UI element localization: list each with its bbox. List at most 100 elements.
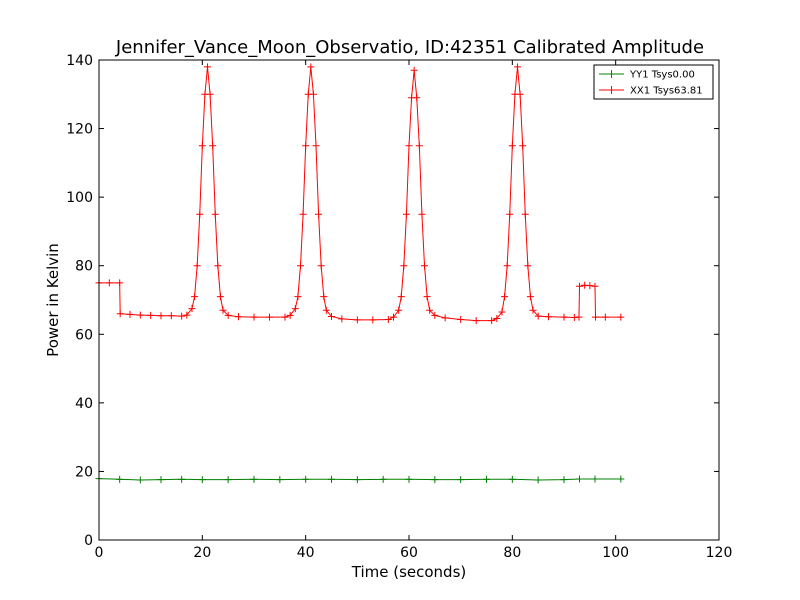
data-point-xx1 [136, 311, 144, 319]
data-point-xx1 [526, 293, 534, 301]
data-point-xx1 [524, 262, 532, 270]
data-point-xx1 [384, 316, 392, 324]
data-point-xx1 [390, 313, 397, 321]
legend-marker-yy1: + [606, 67, 616, 81]
data-point-xx1 [105, 279, 113, 287]
data-point-xx1 [286, 311, 294, 319]
data-point-yy1 [576, 475, 583, 483]
data-point-xx1 [147, 311, 155, 319]
data-point-xx1 [116, 310, 124, 318]
data-point-xx1 [157, 312, 165, 320]
data-point-xx1 [338, 315, 346, 323]
legend-marker-xx1: + [606, 83, 616, 97]
series-xx1 [95, 63, 625, 325]
data-point-xx1 [204, 63, 211, 71]
data-point-xx1 [307, 63, 315, 71]
data-point-xx1 [214, 262, 222, 270]
data-point-yy1 [534, 476, 542, 484]
data-point-xx1 [592, 313, 600, 321]
data-point-yy1 [405, 475, 413, 483]
data-point-yy1 [157, 476, 165, 484]
data-point-xx1 [441, 314, 449, 322]
y-axis-label: Power in Kelvin [44, 243, 62, 357]
x-tick-label: 100 [602, 545, 629, 561]
data-point-yy1 [457, 476, 465, 484]
data-point-xx1 [431, 311, 439, 319]
data-point-xx1 [322, 306, 330, 314]
legend-label-xx1: XX1 Tsys63.81 [630, 86, 703, 97]
data-point-xx1 [315, 210, 323, 218]
legend: + YY1 Tsys0.00 + XX1 Tsys63.81 [593, 64, 714, 100]
data-point-xx1 [183, 311, 191, 319]
data-point-xx1 [586, 282, 594, 290]
data-point-xx1 [601, 313, 609, 321]
data-point-xx1 [211, 210, 219, 218]
data-point-xx1 [353, 316, 361, 324]
data-point-yy1 [302, 475, 310, 483]
data-point-xx1 [415, 142, 423, 150]
x-axis-ticks: 0 20 40 60 80 100 120 [95, 60, 732, 561]
data-point-xx1 [235, 313, 242, 321]
data-point-xx1 [617, 313, 625, 321]
y-tick-label: 80 [75, 259, 93, 275]
data-point-xx1 [488, 317, 496, 325]
data-point-xx1 [198, 142, 206, 150]
data-point-yy1 [328, 475, 335, 483]
x-tick-label: 60 [400, 545, 418, 561]
data-point-yy1 [224, 476, 232, 484]
data-point-xx1 [302, 142, 310, 150]
data-point-xx1 [216, 293, 224, 301]
data-point-xx1 [250, 313, 258, 321]
data-point-xx1 [320, 293, 328, 301]
data-point-xx1 [369, 316, 377, 324]
y-tick-label: 140 [66, 53, 93, 69]
y-tick-label: 60 [75, 327, 93, 343]
data-point-xx1 [508, 142, 516, 150]
data-point-xx1 [498, 308, 506, 316]
data-point-xx1 [397, 293, 405, 301]
data-point-xx1 [116, 279, 124, 287]
data-point-xx1 [309, 90, 317, 98]
data-point-xx1 [493, 315, 501, 323]
data-point-xx1 [299, 210, 307, 218]
data-point-xx1 [219, 306, 227, 314]
data-point-xx1 [167, 312, 175, 320]
data-point-xx1 [281, 313, 289, 321]
data-point-xx1 [472, 317, 480, 325]
x-tick-label: 0 [95, 545, 104, 561]
data-point-xx1 [421, 262, 428, 270]
data-point-xx1 [410, 66, 418, 74]
x-tick-label: 20 [193, 545, 211, 561]
x-tick-label: 80 [503, 545, 521, 561]
data-point-xx1 [209, 142, 217, 150]
data-point-xx1 [188, 305, 196, 313]
y-tick-label: 120 [66, 122, 93, 138]
data-point-yy1 [379, 475, 387, 483]
data-point-xx1 [196, 210, 204, 218]
data-point-xx1 [457, 316, 465, 324]
data-point-xx1 [206, 90, 214, 98]
data-point-xx1 [521, 210, 529, 218]
data-point-yy1 [116, 475, 124, 483]
data-point-xx1 [191, 293, 199, 301]
data-point-xx1 [291, 305, 299, 313]
data-point-yy1 [250, 475, 258, 483]
data-point-xx1 [560, 313, 568, 321]
data-point-xx1 [402, 210, 410, 218]
legend-label-yy1: YY1 Tsys0.00 [629, 70, 695, 81]
data-point-xx1 [529, 306, 537, 314]
data-point-xx1 [126, 310, 134, 318]
data-point-xx1 [519, 142, 527, 150]
data-point-yy1 [136, 476, 144, 484]
data-point-yy1 [178, 475, 186, 483]
data-point-xx1 [178, 312, 186, 320]
data-point-xx1 [193, 262, 201, 270]
data-point-yy1 [353, 476, 361, 484]
data-point-xx1 [405, 142, 413, 150]
data-point-xx1 [545, 313, 552, 321]
data-point-xx1 [413, 94, 421, 102]
legend-box [593, 64, 714, 100]
data-point-xx1 [400, 262, 408, 270]
data-point-xx1 [575, 313, 583, 321]
